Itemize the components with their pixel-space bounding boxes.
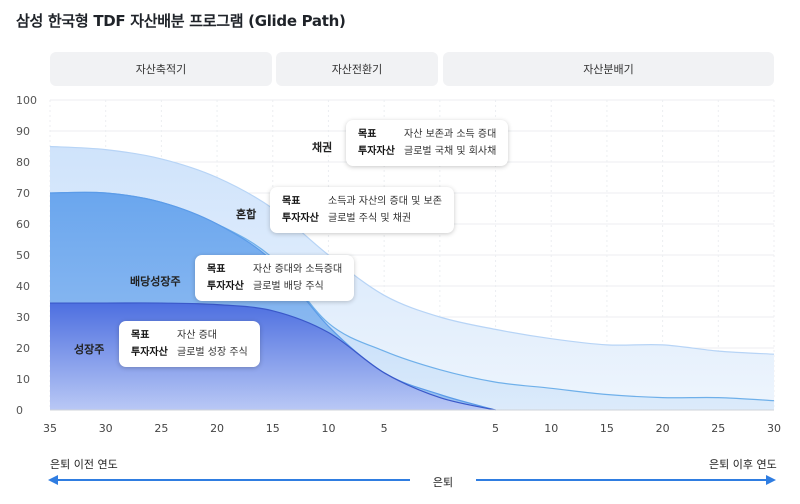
callout-mixed: 목표 소득과 자산의 증대 및 보존 투자자산 글로벌 주식 및 채권 <box>270 187 454 233</box>
goal-key: 목표 <box>131 330 150 341</box>
asset-key: 투자자산 <box>358 146 395 157</box>
y-tick-label: 20 <box>16 342 30 355</box>
y-tick-label: 100 <box>16 94 37 107</box>
y-tick-label: 0 <box>16 404 23 417</box>
x-tick-label: 15 <box>266 422 280 435</box>
retirement-label: 은퇴 <box>432 476 454 489</box>
y-tick-label: 40 <box>16 280 30 293</box>
goal-key: 목표 <box>207 264 226 275</box>
x-tick-label: 25 <box>711 422 725 435</box>
x-tick-label: 20 <box>656 422 670 435</box>
x-tick-label: 25 <box>154 422 168 435</box>
asset-value: 글로벌 성장 주식 <box>177 347 248 358</box>
goal-key: 목표 <box>358 129 377 140</box>
x-tick-label: 15 <box>600 422 614 435</box>
asset-key: 투자자산 <box>131 347 168 358</box>
asset-value: 글로벌 국채 및 회사채 <box>404 146 497 157</box>
x-tick-label: 5 <box>492 422 499 435</box>
callout-growth: 목표 자산 증대 투자자산 글로벌 성장 주식 <box>119 321 260 367</box>
phase-transition: 자산전환기 <box>276 52 438 86</box>
y-tick-label: 60 <box>16 218 30 231</box>
goal-key: 목표 <box>282 196 301 207</box>
series-bond-line <box>49 145 775 355</box>
asset-value: 글로벌 배당 주식 <box>253 281 324 292</box>
y-tick-label: 50 <box>16 249 30 262</box>
x-tick-label: 30 <box>767 422 781 435</box>
goal-value: 자산 증대와 소득증대 <box>253 264 343 275</box>
asset-key: 투자자산 <box>282 213 319 224</box>
y-tick-label: 90 <box>16 125 30 138</box>
asset-key: 투자자산 <box>207 281 244 292</box>
phase-distribution: 자산분배기 <box>443 52 774 86</box>
chart-title: 삼성 한국형 TDF 자산배분 프로그램 (Glide Path) <box>16 12 346 30</box>
x-tick-label: 20 <box>210 422 224 435</box>
callout-dividend: 목표 자산 증대와 소득증대 투자자산 글로벌 배당 주식 <box>195 255 355 301</box>
band-label-growth: 성장주 <box>74 343 105 356</box>
arrow-left-head <box>48 475 58 485</box>
goal-value: 자산 증대 <box>177 330 217 341</box>
goal-value: 소득과 자산의 증대 및 보존 <box>328 196 442 207</box>
post-retirement-label: 은퇴 이후 연도 <box>709 458 777 471</box>
goal-value: 자산 보존과 소득 증대 <box>404 129 497 140</box>
series-growth-line <box>49 302 496 411</box>
y-tick-label: 10 <box>16 373 30 386</box>
x-tick-label: 5 <box>381 422 388 435</box>
x-tick-label: 10 <box>321 422 335 435</box>
band-label-mixed: 혼합 <box>236 208 257 221</box>
arrow-right-head <box>766 475 776 485</box>
phase-accumulation: 자산축적기 <box>50 52 272 86</box>
band-label-dividend: 배당성장주 <box>130 275 181 288</box>
asset-value: 글로벌 주식 및 채권 <box>328 213 412 224</box>
y-tick-label: 80 <box>16 156 30 169</box>
x-tick-label: 30 <box>99 422 113 435</box>
pre-retirement-label: 은퇴 이전 연도 <box>50 458 118 471</box>
y-tick-label: 70 <box>16 187 30 200</box>
callout-bond: 목표 자산 보존과 소득 증대 투자자산 글로벌 국채 및 회사채 <box>346 120 509 166</box>
y-tick-label: 30 <box>16 311 30 324</box>
x-tick-label: 10 <box>544 422 558 435</box>
x-tick-label: 35 <box>43 422 57 435</box>
band-label-bond: 채권 <box>312 141 333 154</box>
